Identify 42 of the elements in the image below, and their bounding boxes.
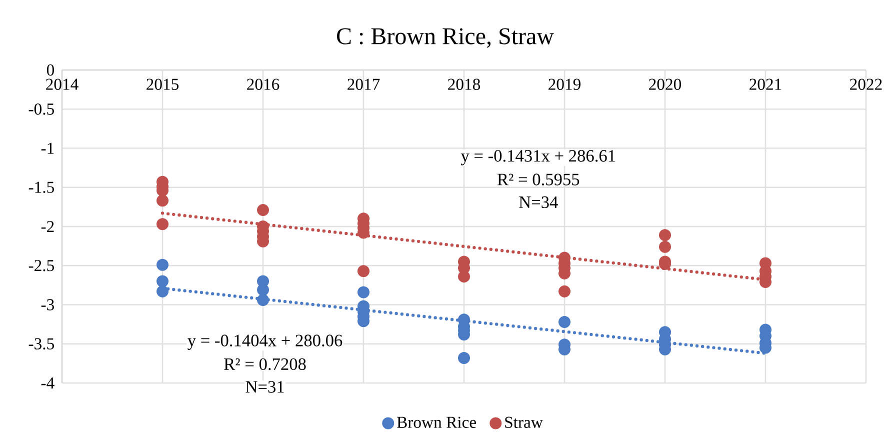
y-tick-label: -1.5 [28, 182, 54, 193]
annotation: y = -0.1431x + 286.61 [460, 150, 615, 166]
x-tick-label: 2022 [850, 78, 882, 90]
annotation: N=34 [519, 196, 558, 208]
y-tick-label: -2 [41, 220, 54, 232]
x-tick-label: 2020 [649, 78, 682, 90]
point [558, 316, 571, 328]
legend-label: Straw [505, 416, 543, 428]
x-tick-label: 2021 [750, 78, 782, 90]
point [156, 218, 169, 230]
annotation: R² = 0.7208 [224, 358, 306, 370]
y-tick-label: -4 [41, 377, 54, 388]
x-tick-label: 2017 [348, 78, 380, 90]
y-tick-label: -0.5 [28, 103, 54, 115]
annotation: R² = 0.5955 [497, 174, 580, 186]
point [156, 258, 169, 271]
x-tick-label: 2014 [46, 78, 78, 90]
point [558, 285, 571, 298]
point [257, 294, 270, 306]
y-tick-label: -3 [41, 299, 54, 310]
y-tick-label: -1 [41, 142, 54, 154]
point [156, 285, 169, 298]
x-tick-label: 2018 [448, 78, 480, 90]
point [257, 204, 270, 216]
y-tick-label: -3.5 [28, 338, 54, 350]
x-tick-label: 2019 [548, 78, 580, 90]
legend-label: Brown Rice [397, 416, 476, 428]
point [458, 352, 470, 364]
point [156, 275, 169, 288]
point [658, 240, 671, 253]
annotation: y = -0.1404x + 280.06 [188, 334, 342, 350]
point [658, 229, 671, 242]
x-tick-label: 2016 [247, 78, 280, 90]
y-tick-label: -2.5 [28, 260, 54, 272]
x-tick-label: 2015 [146, 78, 179, 90]
point [458, 270, 470, 283]
y-tick-label: 0 [46, 64, 54, 76]
chart-title: C : Brown Rice, Straw [337, 28, 554, 48]
point [358, 286, 370, 298]
point [156, 194, 169, 207]
annotation: N=31 [246, 381, 284, 393]
point [358, 265, 370, 278]
